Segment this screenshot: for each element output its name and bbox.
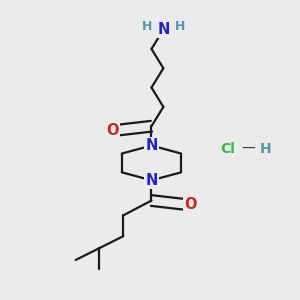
- Text: H: H: [260, 142, 272, 155]
- Text: Cl: Cl: [220, 142, 235, 155]
- Text: —: —: [241, 142, 255, 155]
- Text: N: N: [145, 173, 158, 188]
- Text: N: N: [157, 22, 170, 37]
- Text: H: H: [175, 20, 185, 33]
- Text: H: H: [142, 20, 152, 33]
- Text: O: O: [184, 197, 197, 212]
- Text: N: N: [145, 138, 158, 153]
- Text: O: O: [106, 123, 119, 138]
